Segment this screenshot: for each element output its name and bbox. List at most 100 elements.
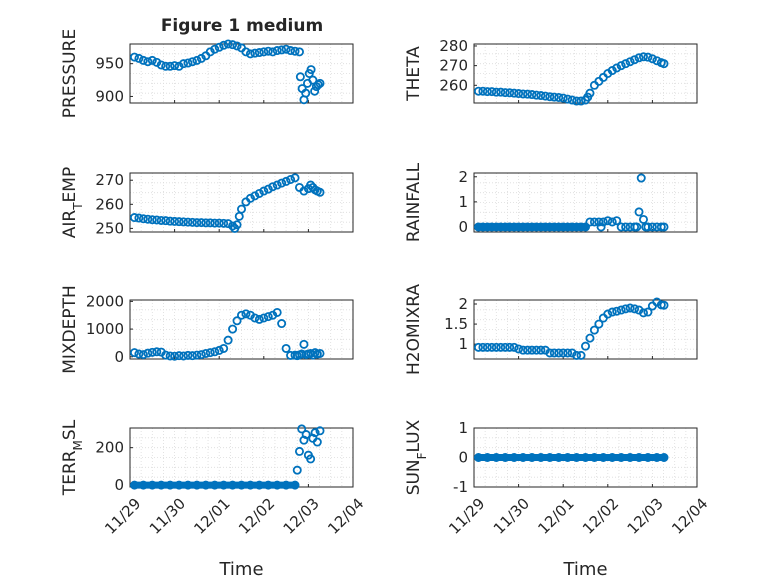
- data-point: [214, 42, 224, 52]
- data-point: [179, 351, 189, 361]
- data-point: [129, 52, 139, 62]
- data-point: [259, 186, 269, 196]
- data-point: [625, 303, 635, 313]
- data-point: [294, 446, 304, 456]
- data-point: [232, 220, 242, 230]
- y-axis-label: RAINFALL: [404, 162, 424, 242]
- y-tick-label: 1: [458, 419, 468, 437]
- subplot-6: 1 1.5 2 H2OMIXRA: [404, 284, 698, 375]
- data-point: [192, 55, 202, 65]
- data-point: [603, 216, 613, 226]
- data-point: [259, 47, 269, 57]
- y-tick-label: 1: [458, 335, 468, 353]
- data-point: [634, 53, 644, 63]
- y-tick-label: 2: [458, 295, 468, 313]
- data-point: [576, 350, 586, 360]
- data-point: [632, 222, 642, 232]
- data-point: [272, 307, 282, 317]
- y-tick-label: 1: [458, 193, 468, 211]
- data-point: [315, 426, 325, 436]
- data-point: [138, 350, 148, 360]
- subplot-8: -1 0 1 SUNFLUX 11/29 11/30 12/01 12/02 12/03 12/0…: [404, 419, 711, 580]
- data-point: [594, 319, 604, 329]
- data-point: [549, 348, 559, 358]
- data-point: [192, 218, 202, 228]
- data-point: [254, 188, 264, 198]
- data-point: [232, 41, 242, 51]
- data-point: [491, 87, 501, 97]
- data-ribbon: [475, 454, 667, 461]
- data-point: [301, 88, 311, 98]
- y-tick-label: 270: [439, 57, 468, 75]
- data-point: [567, 348, 577, 358]
- data-point: [630, 55, 640, 65]
- data-point: [581, 341, 591, 351]
- data-point: [174, 217, 184, 227]
- data-point: [612, 306, 622, 316]
- data-point: [603, 309, 613, 319]
- data-point: [161, 350, 171, 360]
- data-point: [223, 335, 233, 345]
- data-point: [634, 207, 644, 217]
- data-point: [299, 339, 309, 349]
- x-tick-label: 12/02: [235, 495, 278, 538]
- data-point: [643, 52, 653, 62]
- data-point: [310, 428, 320, 438]
- data-point: [531, 90, 541, 100]
- data-point: [306, 454, 316, 464]
- data-point: [263, 46, 273, 56]
- data-point: [652, 56, 662, 66]
- data-ribbon: [475, 223, 589, 231]
- data-point: [621, 59, 631, 69]
- data-point: [625, 57, 635, 67]
- axes-box: [473, 172, 698, 233]
- data-point: [647, 54, 657, 64]
- x-tick-label: 12/02: [579, 495, 622, 538]
- data-point: [179, 59, 189, 69]
- data-point: [572, 96, 582, 106]
- y-axis-label: AIRTEMP: [60, 167, 85, 238]
- data-point: [134, 53, 144, 63]
- data-point: [241, 309, 251, 319]
- data-point: [138, 214, 148, 224]
- y-tick-label: 200: [95, 439, 124, 457]
- data-point: [232, 316, 242, 326]
- data-point: [138, 55, 148, 65]
- data-point: [630, 304, 640, 314]
- x-tick-label: 11/29: [101, 495, 144, 538]
- data-point: [277, 178, 287, 188]
- data-point: [558, 348, 568, 358]
- data-point: [473, 342, 483, 352]
- y-tick-label: 1000: [86, 320, 124, 338]
- data-point: [134, 349, 144, 359]
- data-point: [245, 49, 255, 59]
- subplot-1: 900 950 PRESSURE: [60, 29, 354, 118]
- y-axis-label: PRESSURE: [60, 29, 80, 118]
- data-point: [129, 348, 139, 358]
- data-point: [179, 217, 189, 227]
- figure-title: Figure 1 medium: [161, 16, 323, 36]
- y-tick-label: 0: [114, 348, 124, 366]
- data-point: [576, 96, 586, 106]
- x-tick-label: 12/04: [668, 495, 711, 538]
- data-point: [294, 47, 304, 57]
- data-point: [290, 173, 300, 183]
- data-ribbon: [131, 481, 299, 489]
- subplot-3: 250 260 270 AIRTEMP: [60, 167, 354, 238]
- data-point: [496, 87, 506, 97]
- data-point: [616, 222, 626, 232]
- data-point: [254, 48, 264, 58]
- data-point: [621, 304, 631, 314]
- data-point: [638, 214, 648, 224]
- x-tick-label: 12/01: [190, 495, 233, 538]
- y-tick-label: 0: [114, 476, 124, 494]
- data-point: [290, 46, 300, 56]
- data-point: [183, 350, 193, 360]
- data-point: [250, 191, 260, 201]
- data-point: [281, 176, 291, 186]
- data-point: [174, 351, 184, 361]
- data-point: [161, 61, 171, 71]
- data-point: [607, 307, 617, 317]
